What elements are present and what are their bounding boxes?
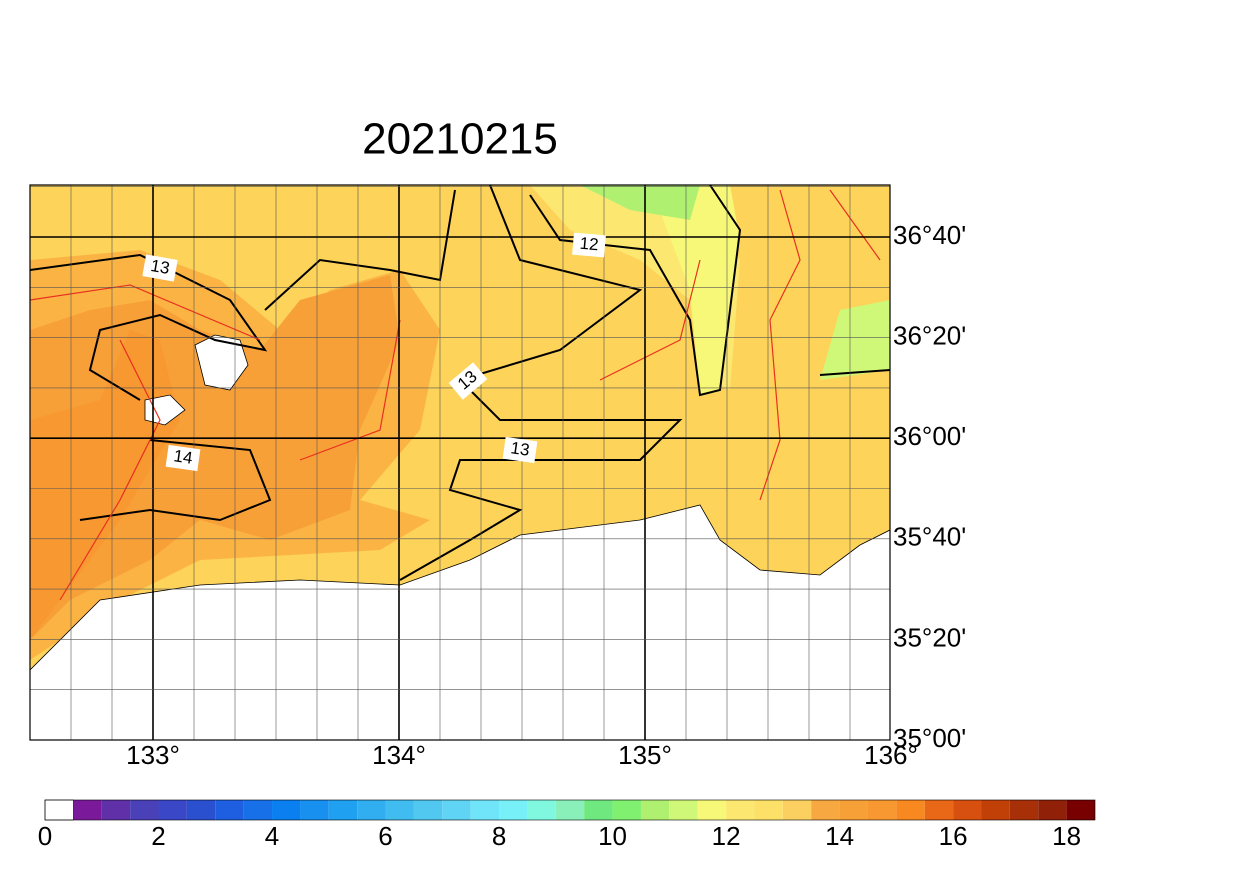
colorbar-box: [953, 800, 982, 820]
colorbar-label: 2: [151, 821, 165, 851]
green-patch: [580, 185, 700, 220]
colorbar-box: [924, 800, 954, 820]
contour-label: 13: [509, 438, 530, 459]
colorbar-box: [130, 800, 159, 820]
colorbar-box: [726, 800, 755, 820]
colorbar-box: [300, 800, 329, 820]
contour-line: [264, 185, 683, 581]
colorbar-box: [158, 800, 187, 820]
colorbar-box: [413, 800, 443, 820]
colorbar-box: [215, 800, 244, 820]
colorbar-label: 18: [1052, 821, 1081, 851]
colorbar-box: [669, 800, 698, 820]
lat-label: 35°20': [893, 622, 966, 652]
map-title: 20210215: [362, 115, 558, 164]
contour-label: 14: [172, 446, 193, 467]
lat-label: 35°40': [893, 522, 966, 552]
colorbar-box: [981, 800, 1010, 820]
colorbar-box: [555, 800, 585, 820]
colorbar-box: [697, 800, 727, 820]
contour-label: 12: [579, 234, 600, 255]
colorbar-box: [867, 800, 897, 820]
colorbar-box: [442, 800, 471, 820]
colorbar-label: 0: [38, 821, 52, 851]
colorbar-box: [328, 800, 358, 820]
plot-frame: [29, 184, 891, 741]
lat-label: 35°00': [893, 723, 966, 753]
colorbar-box: [1038, 800, 1067, 820]
colorbar-box: [527, 800, 556, 820]
colorbar-label: 6: [378, 821, 392, 851]
colorbar-box: [584, 800, 613, 820]
colorbar-box: [782, 800, 812, 820]
colorbar-box: [243, 800, 273, 820]
lat-label: 36°00': [893, 421, 966, 451]
colorbar-box: [272, 800, 301, 820]
contour-labels: 13 12 13 13 14: [142, 232, 606, 472]
lon-label: 136°: [864, 740, 918, 770]
colorbar-label: 8: [492, 821, 506, 851]
lat-label: 36°40': [893, 220, 966, 250]
colorbar-label: 12: [712, 821, 741, 851]
colorbar-box: [1009, 800, 1039, 820]
lon-label: 133°: [126, 740, 180, 770]
colorbar-box: [357, 800, 386, 820]
colorbar-box: [612, 800, 641, 820]
contour-line: [79, 439, 272, 522]
colorbar-box: [754, 800, 783, 820]
contour-line-minor: [30, 189, 881, 601]
warmest: [30, 330, 180, 640]
colorbar-frame: [44, 799, 1096, 821]
land: [30, 504, 890, 740]
colorbar-box: [839, 800, 868, 820]
colorbar: 0 2 4 6 8 10 12 14 16 18: [38, 799, 1096, 851]
sst-field: [30, 185, 890, 740]
island: [144, 394, 186, 426]
lon-label: 135°: [618, 740, 672, 770]
colorbar-box: [44, 799, 74, 821]
colorbar-box: [811, 800, 840, 820]
colorbar-box: [73, 800, 102, 820]
colorbar-box: [640, 800, 670, 820]
colorbar-box: [896, 800, 925, 820]
colorbar-box: [1066, 800, 1095, 820]
lat-label: 36°20': [893, 320, 966, 350]
colorbar-label: 16: [939, 821, 968, 851]
lon-label: 134°: [372, 740, 426, 770]
colorbar-box: [101, 800, 131, 820]
colorbar-box: [499, 800, 528, 820]
colorbar-box: [470, 800, 500, 820]
contour-label: 13: [149, 256, 171, 278]
colorbar-box: [385, 800, 414, 820]
green-patch-east: [820, 300, 890, 380]
axis-labels: 133° 134° 135° 136° 36°40' 36°20' 36°00' 35°40'…: [126, 220, 966, 770]
colorbar-label: 4: [265, 821, 279, 851]
colorbar-label: 10: [598, 821, 627, 851]
colorbar-box: [186, 800, 216, 820]
colorbar-label: 14: [825, 821, 854, 851]
